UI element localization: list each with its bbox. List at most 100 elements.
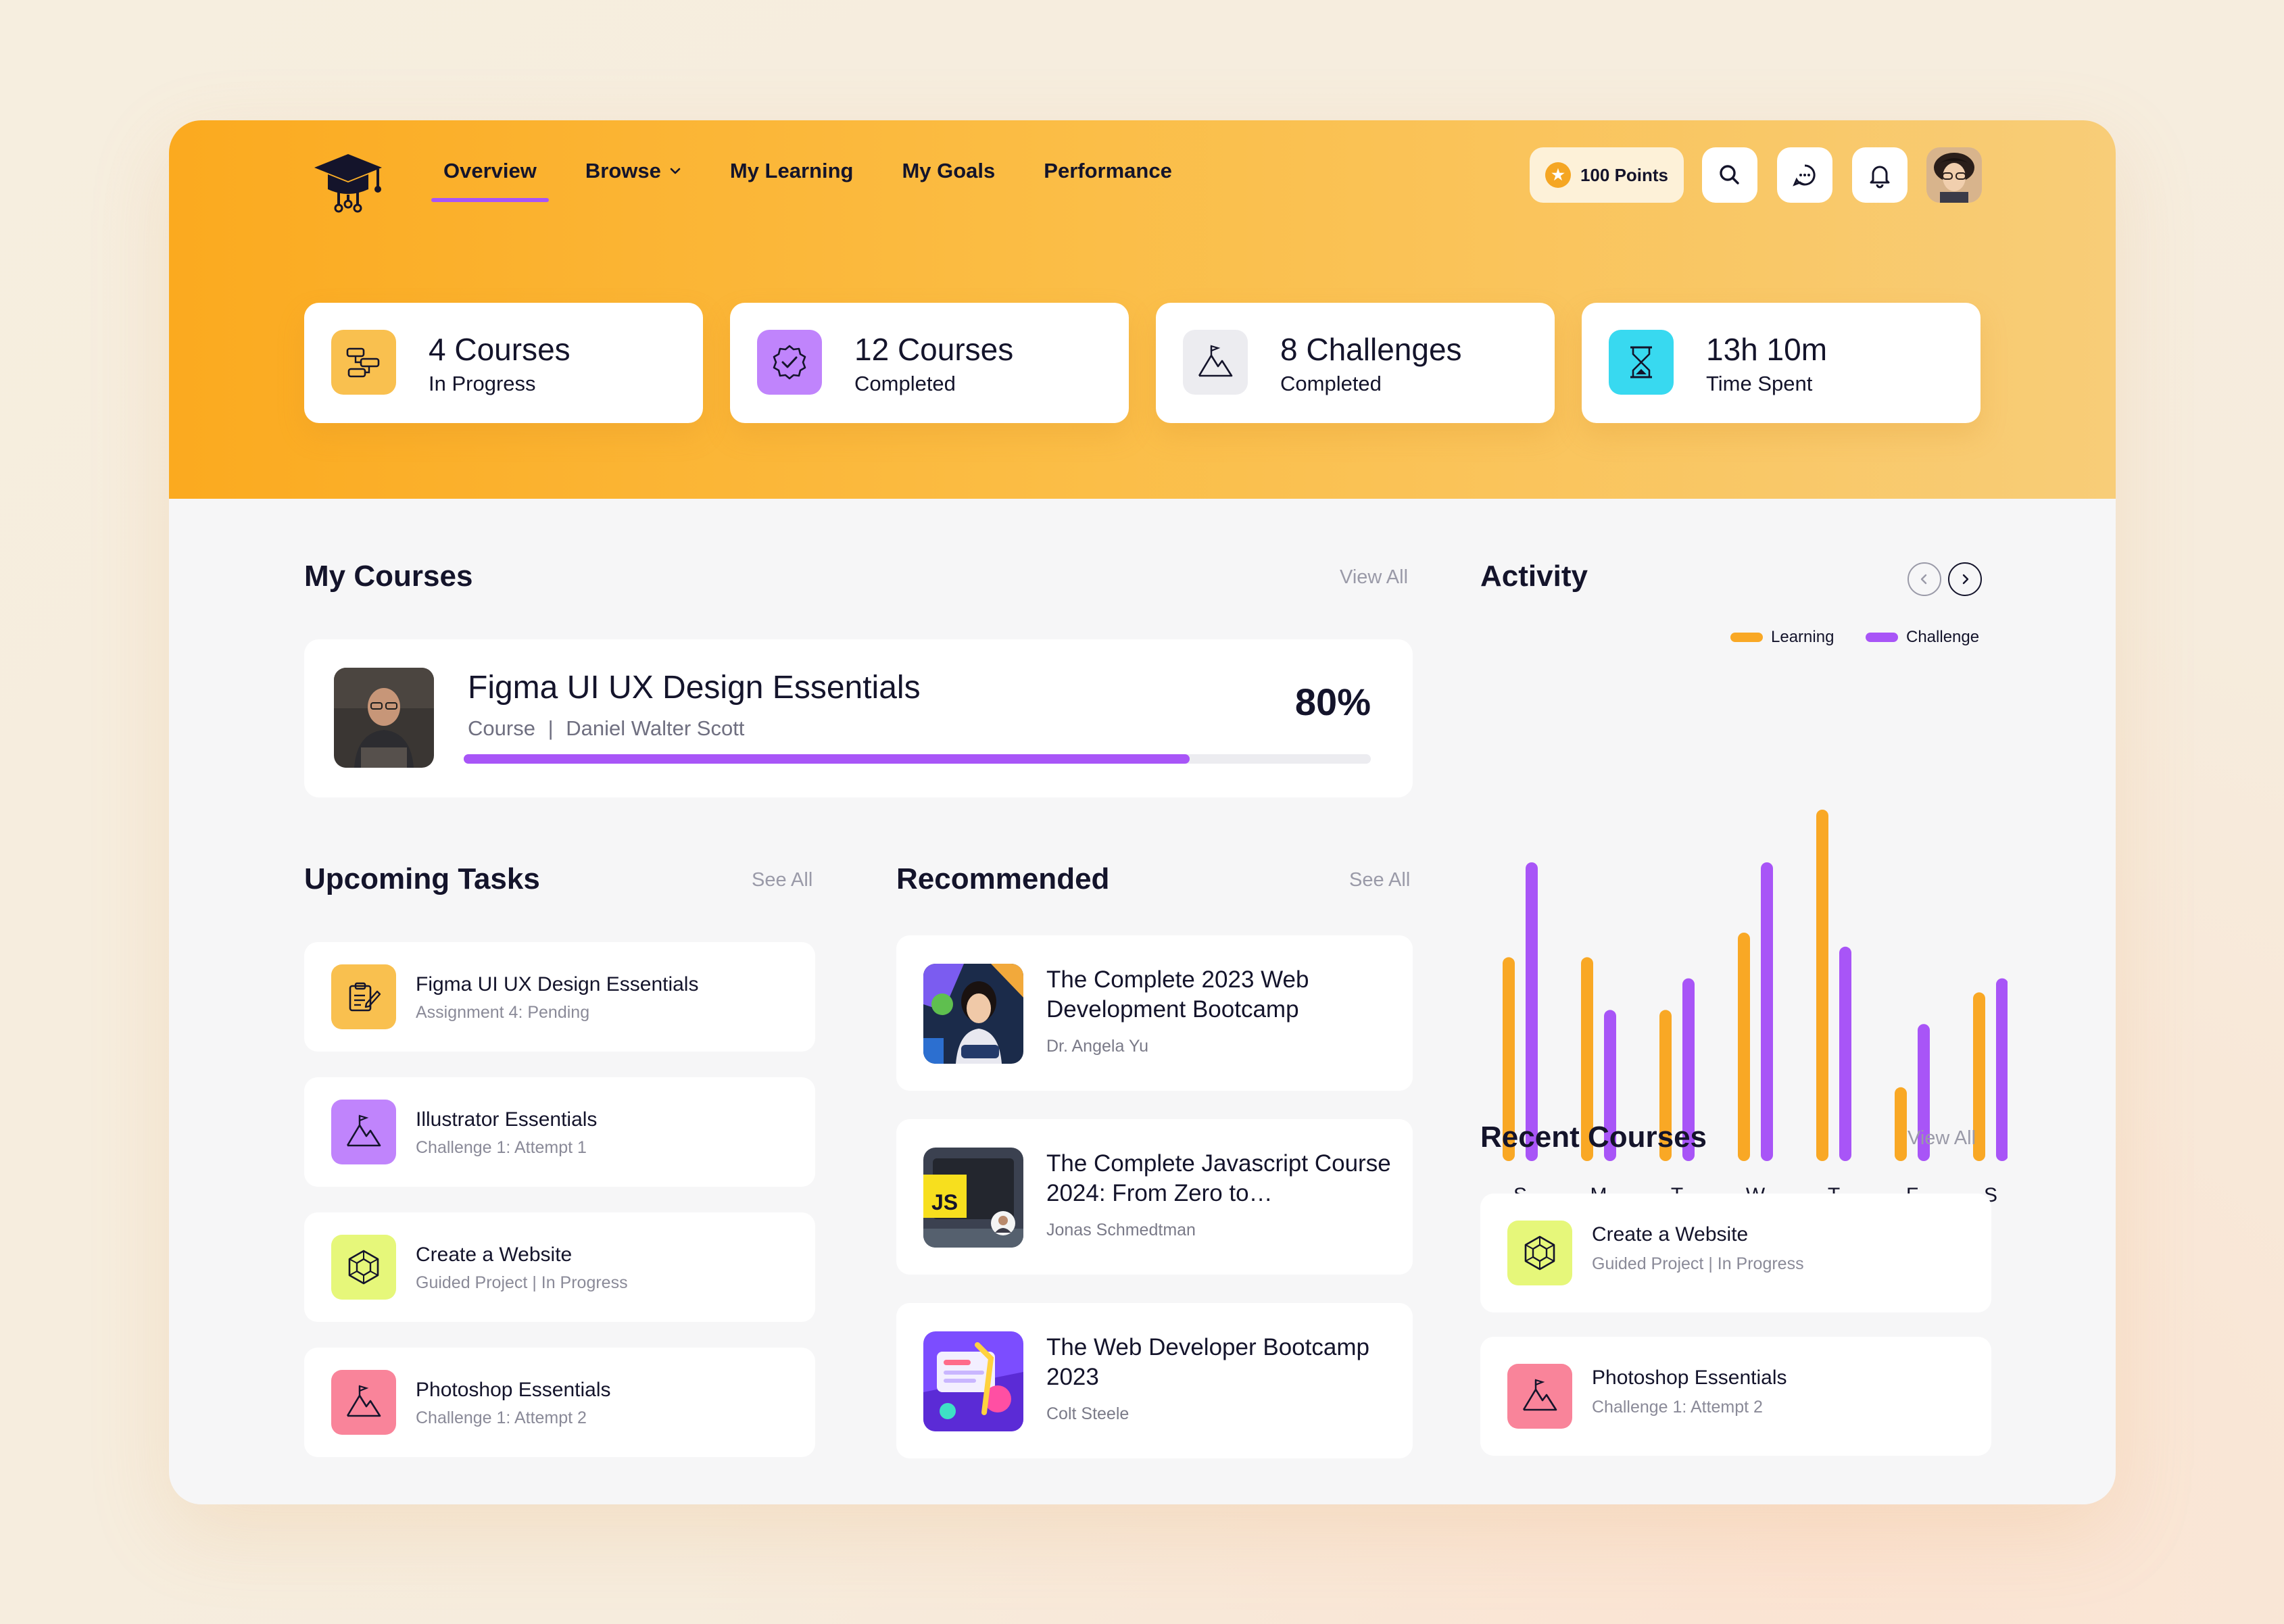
stat-card-time-spent[interactable]: 13h 10m Time Spent: [1582, 303, 1981, 423]
stat-value: 4 Courses: [429, 332, 570, 367]
bar-challenge-0: [1526, 862, 1538, 1161]
recent-course-subtitle: Challenge 1: Attempt 2: [1592, 1398, 1763, 1417]
mountain-flag-icon: [1183, 330, 1248, 395]
task-subtitle: Challenge 1: Attempt 1: [416, 1138, 587, 1157]
points-badge[interactable]: ★ 100 Points: [1530, 147, 1684, 203]
bar-learning-5: [1895, 1087, 1907, 1161]
recent-course-card[interactable]: Create a Website Guided Project | In Pro…: [1480, 1194, 1991, 1312]
bar-learning-0: [1503, 957, 1515, 1161]
nav-label: Browse: [585, 159, 661, 182]
stat-card-in-progress[interactable]: 4 Courses In Progress: [304, 303, 703, 423]
dashboard-window: Overview Browse My Learning My Goals Per…: [169, 120, 2116, 1504]
task-subtitle: Assignment 4: Pending: [416, 1003, 590, 1022]
bar-learning-2: [1659, 1010, 1672, 1161]
task-title: Photoshop Essentials: [416, 1379, 611, 1401]
search-button[interactable]: [1702, 147, 1757, 203]
bar-challenge-2: [1682, 978, 1695, 1161]
recommended-course-author: Jonas Schmedtman: [1046, 1221, 1196, 1239]
stat-value: 8 Challenges: [1280, 332, 1462, 367]
check-badge-icon: [757, 330, 822, 395]
nav-browse[interactable]: Browse: [585, 157, 681, 184]
chevron-right-icon: [1962, 574, 1969, 585]
course-title: Figma UI UX Design Essentials: [468, 670, 921, 706]
chevron-down-icon: [670, 168, 681, 174]
task-title: Figma UI UX Design Essentials: [416, 973, 699, 995]
stat-card-challenges-completed[interactable]: 8 Challenges Completed: [1156, 303, 1555, 423]
legend-challenge: Challenge: [1866, 628, 1979, 647]
task-card[interactable]: Photoshop Essentials Challenge 1: Attemp…: [304, 1348, 815, 1457]
bar-challenge-6: [1996, 978, 2008, 1161]
chevron-left-icon: [1920, 574, 1927, 585]
bar-learning-4: [1816, 810, 1828, 1161]
legend-learning: Learning: [1730, 628, 1834, 647]
task-card[interactable]: Figma UI UX Design Essentials Assignment…: [304, 942, 815, 1052]
stat-value: 12 Courses: [854, 332, 1014, 367]
graduation-cap-logo[interactable]: [308, 147, 389, 215]
legend-label: Challenge: [1906, 628, 1980, 646]
nav-label: My Goals: [902, 159, 996, 182]
nav-label: Overview: [443, 159, 537, 182]
recommended-course-title: The Complete 2023 Web Development Bootca…: [1046, 966, 1309, 1023]
cube-icon: [1507, 1221, 1572, 1285]
stat-label: Completed: [1280, 372, 1382, 395]
chat-button[interactable]: [1777, 147, 1832, 203]
mountain-flag-icon: [331, 1100, 396, 1164]
legend-swatch: [1866, 633, 1898, 642]
points-label: 100 Points: [1580, 164, 1669, 185]
activity-title: Activity: [1480, 560, 1588, 593]
recommended-course-card[interactable]: The Web Developer Bootcamp 2023 Colt Ste…: [896, 1303, 1413, 1458]
legend-label: Learning: [1771, 628, 1835, 646]
recommended-see-all-link[interactable]: See All: [1349, 869, 1411, 891]
stat-label: Completed: [854, 372, 956, 395]
course-instructor-photo: [334, 668, 434, 768]
bar-challenge-3: [1761, 862, 1773, 1161]
nav-label: Performance: [1044, 159, 1172, 182]
web-developer-thumbnail: [923, 1331, 1023, 1431]
bar-learning-1: [1581, 957, 1593, 1161]
activity-prev-button[interactable]: [1908, 562, 1941, 596]
task-title: Create a Website: [416, 1244, 573, 1266]
nav-performance[interactable]: Performance: [1044, 157, 1172, 184]
nav-my-goals[interactable]: My Goals: [902, 157, 995, 184]
notifications-button[interactable]: [1852, 147, 1908, 203]
star-coin-icon: ★: [1545, 162, 1571, 188]
course-progress-percent: 80%: [1294, 681, 1371, 723]
course-meta: Course | Daniel Walter Scott: [468, 716, 744, 741]
my-courses-view-all-link[interactable]: View All: [1340, 566, 1409, 588]
activity-next-button[interactable]: [1948, 562, 1982, 596]
user-avatar-image: [1926, 147, 1982, 203]
task-card[interactable]: Illustrator Essentials Challenge 1: Atte…: [304, 1077, 815, 1187]
recent-course-card[interactable]: Photoshop Essentials Challenge 1: Attemp…: [1480, 1337, 1991, 1456]
course-meta-separator: |: [548, 716, 554, 740]
recent-course-title: Photoshop Essentials: [1592, 1367, 1787, 1389]
bar-learning-6: [1973, 992, 1985, 1161]
course-progress-fill: [464, 754, 1190, 764]
task-subtitle: Guided Project | In Progress: [416, 1273, 628, 1292]
task-card[interactable]: Create a Website Guided Project | In Pro…: [304, 1212, 815, 1322]
stat-label: In Progress: [429, 372, 536, 395]
upcoming-tasks-see-all-link[interactable]: See All: [752, 869, 813, 891]
bar-challenge-1: [1604, 1010, 1616, 1161]
recommended-course-author: Colt Steele: [1046, 1404, 1129, 1423]
stat-value: 13h 10m: [1706, 332, 1828, 367]
recommended-course-title: The Web Developer Bootcamp 2023: [1046, 1334, 1369, 1390]
current-course-card[interactable]: Figma UI UX Design Essentials Course | D…: [304, 639, 1413, 797]
avatar[interactable]: [1926, 147, 1982, 203]
recent-course-subtitle: Guided Project | In Progress: [1592, 1254, 1804, 1273]
recommended-course-card[interactable]: JS The Complete Javascript Course 2024: …: [896, 1119, 1413, 1275]
nav-label: My Learning: [729, 159, 854, 182]
javascript-thumbnail: JS: [923, 1148, 1023, 1248]
my-courses-title: My Courses: [304, 560, 473, 593]
stat-card-courses-completed[interactable]: 12 Courses Completed: [730, 303, 1129, 423]
nav-my-learning[interactable]: My Learning: [730, 157, 854, 184]
search-icon: [1720, 165, 1739, 184]
stat-label: Time Spent: [1706, 372, 1813, 395]
nav-overview[interactable]: Overview: [431, 157, 549, 202]
upcoming-tasks-title: Upcoming Tasks: [304, 862, 540, 895]
bar-learning-3: [1738, 933, 1750, 1161]
recommended-course-card[interactable]: The Complete 2023 Web Development Bootca…: [896, 935, 1413, 1091]
recent-courses-view-all-link[interactable]: View All: [1908, 1127, 1976, 1149]
task-subtitle: Challenge 1: Attempt 2: [416, 1408, 587, 1427]
task-title: Illustrator Essentials: [416, 1108, 598, 1131]
main-nav: Overview Browse My Learning My Goals Per…: [431, 157, 1221, 202]
